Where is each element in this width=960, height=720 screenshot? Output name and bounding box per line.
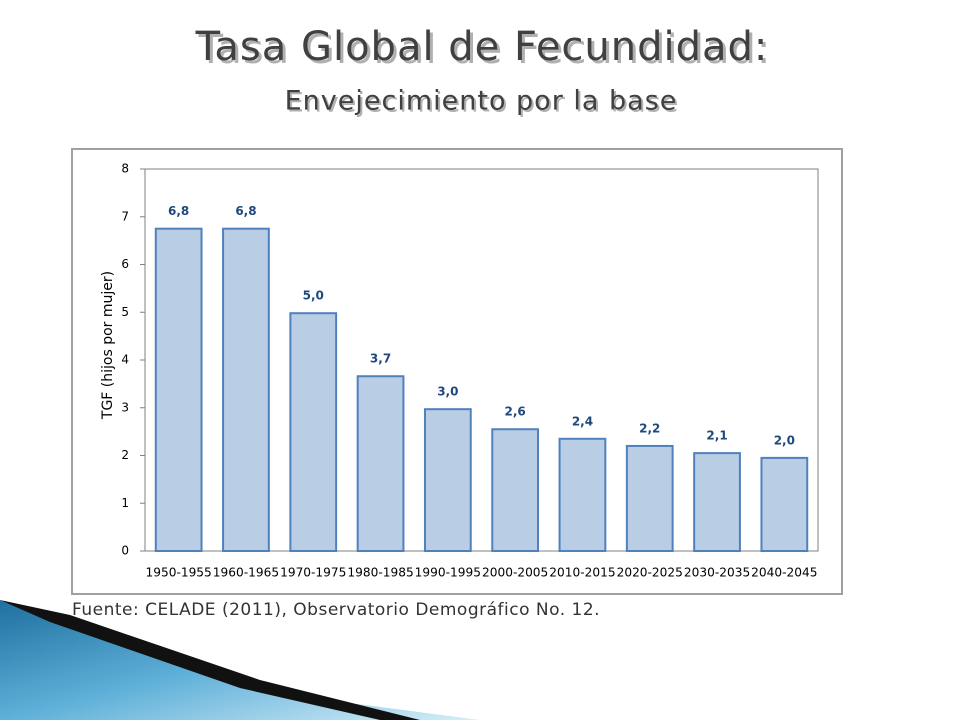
value-label: 2,2 — [639, 421, 660, 435]
bar — [491, 428, 540, 552]
x-tick-label: 2030-2035 — [684, 566, 750, 580]
bar — [760, 456, 809, 553]
bar — [423, 408, 472, 552]
title-shadow: Tasa Global de Fecundidad: — [198, 27, 772, 73]
value-label: 2,4 — [572, 414, 593, 428]
value-label: 5,0 — [303, 289, 324, 303]
y-tick-label: 7 — [121, 209, 129, 223]
y-tick-label: 3 — [121, 400, 129, 414]
x-tick-label: 2000-2005 — [482, 566, 548, 580]
value-label: 6,8 — [235, 204, 256, 218]
value-label: 2,1 — [706, 429, 727, 443]
bar — [289, 312, 338, 552]
y-tick-label: 6 — [121, 257, 129, 271]
value-label: 2,6 — [505, 405, 526, 419]
x-tick-label: 2040-2045 — [751, 566, 817, 580]
x-tick-label: 1990-1995 — [415, 566, 481, 580]
x-tick-label: 2020-2025 — [617, 566, 683, 580]
x-tick-label: 1970-1975 — [280, 566, 346, 580]
bar — [222, 227, 270, 552]
decoration — [0, 600, 480, 720]
y-axis-label: TGF (hijos por mujer) — [100, 271, 116, 420]
subtitle-shadow: Envejecimiento por la base — [287, 88, 680, 119]
value-label: 2,0 — [774, 433, 795, 447]
decoration-stroke — [0, 600, 420, 720]
source-note: Fuente: CELADE (2011), Observatorio Demo… — [72, 600, 600, 620]
title: Tasa Global de Fecundidad: — [195, 24, 769, 70]
subtitle: Envejecimiento por la base — [285, 86, 678, 117]
y-tick-label: 5 — [121, 305, 129, 319]
value-label: 3,7 — [370, 352, 391, 366]
y-tick-label: 0 — [121, 544, 129, 558]
x-tick-label: 1980-1985 — [347, 566, 413, 580]
bar — [154, 227, 203, 552]
bar — [693, 452, 741, 552]
y-tick-label: 2 — [121, 448, 129, 462]
y-tick-label: 8 — [121, 162, 129, 176]
x-tick-label: 1950-1955 — [146, 566, 212, 580]
value-label: 6,8 — [168, 204, 189, 218]
bar — [356, 375, 405, 552]
y-tick-label: 1 — [121, 496, 129, 510]
bar — [625, 444, 674, 553]
bar — [558, 437, 607, 553]
x-tick-label: 1960-1965 — [213, 566, 279, 580]
value-label: 3,0 — [437, 385, 458, 399]
x-tick-label: 2010-2015 — [549, 566, 615, 580]
y-tick-label: 4 — [121, 353, 129, 367]
